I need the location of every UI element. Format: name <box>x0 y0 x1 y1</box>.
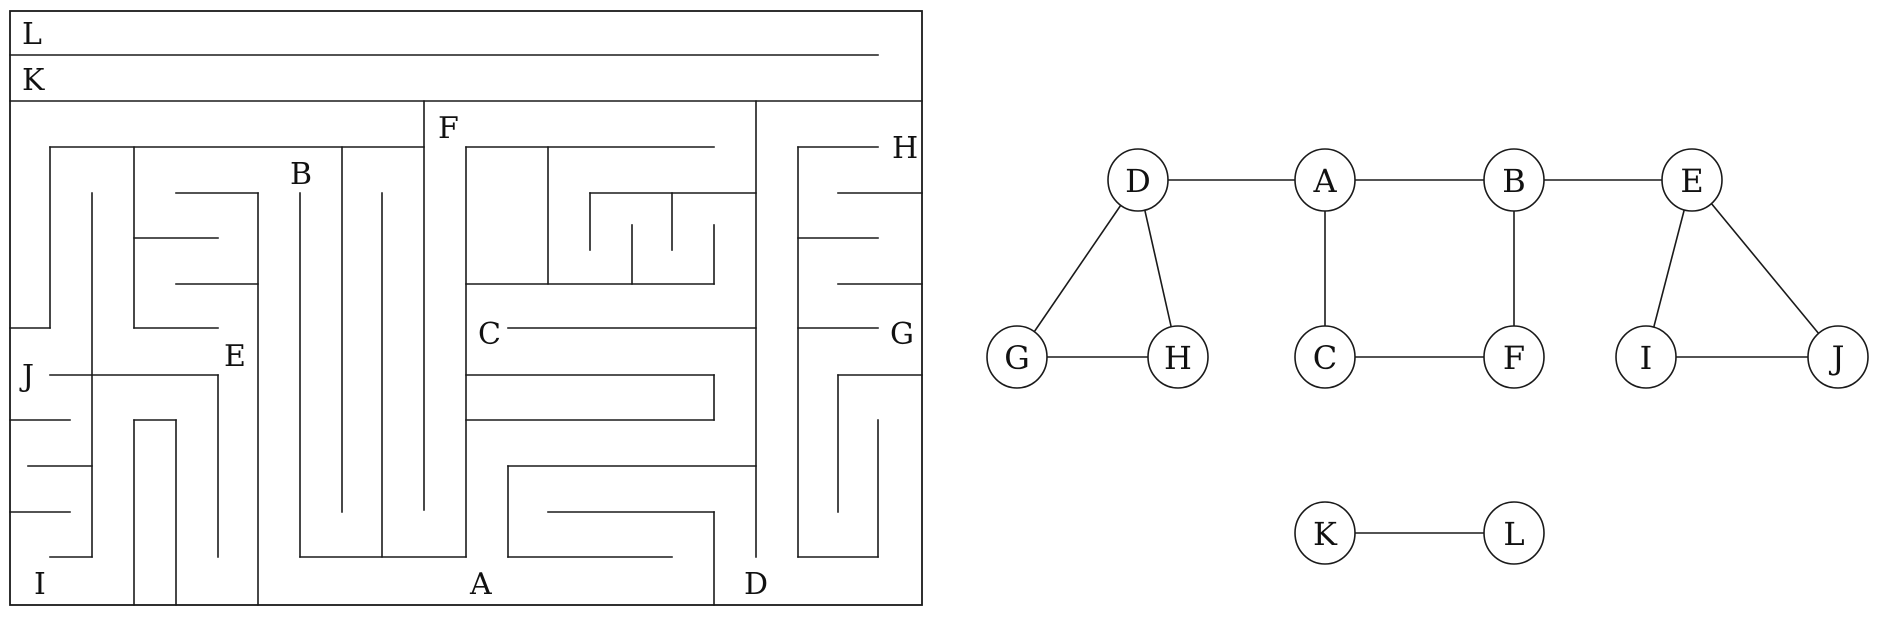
graph-node-g: G <box>986 325 1048 389</box>
graph-node-label: K <box>1313 515 1338 553</box>
graph-node-circle <box>1147 325 1209 389</box>
graph-node-circle <box>1483 501 1545 565</box>
maze-label-l: L <box>22 17 42 52</box>
graph-node-e: E <box>1661 148 1723 212</box>
maze-label-f: F <box>438 111 459 146</box>
graph-node-label: B <box>1502 162 1526 200</box>
graph-node-j: J <box>1807 325 1869 389</box>
graph-node-circle <box>1294 148 1356 212</box>
graph-node-circle <box>1294 325 1356 389</box>
graph-node-i: I <box>1615 325 1677 389</box>
maze-border <box>9 10 923 606</box>
graph-edges <box>1016 179 1839 534</box>
graph-node-label: H <box>1164 339 1192 377</box>
maze-label-c: C <box>478 317 501 352</box>
graph-node-label: F <box>1503 339 1525 377</box>
graph-edge-d-g <box>1016 179 1139 358</box>
graph: D A B E G H C F I J K L <box>986 148 1869 565</box>
maze-label-g: G <box>890 317 914 352</box>
graph-node-f: F <box>1483 325 1545 389</box>
maze-label-e: E <box>224 339 246 374</box>
graph-node-circle <box>1807 325 1869 389</box>
graph-node-label: L <box>1503 515 1524 553</box>
graph-node-d: D <box>1107 148 1169 212</box>
graph-node-circle <box>1294 501 1356 565</box>
graph-edge-e-j <box>1691 179 1839 358</box>
maze-label-i: I <box>34 567 46 602</box>
graph-node-circle <box>1107 148 1169 212</box>
graph-node-circle <box>1661 148 1723 212</box>
graph-node-a: A <box>1294 148 1356 212</box>
graph-node-circle <box>1483 325 1545 389</box>
graph-node-k: K <box>1294 501 1356 565</box>
maze-label-d: D <box>744 567 768 602</box>
graph-node-label: C <box>1313 339 1337 377</box>
graph-node-l: L <box>1483 501 1545 565</box>
maze-label-b: B <box>290 157 312 192</box>
graph-node-label: J <box>1829 339 1845 377</box>
graph-node-label: D <box>1125 162 1151 200</box>
graph-node-circle <box>1615 325 1677 389</box>
maze-label-a: A <box>469 567 492 602</box>
graph-node-label: I <box>1640 339 1653 377</box>
graph-node-b: B <box>1483 148 1545 212</box>
graph-nodes: D A B E G H C F I J K L <box>986 148 1869 565</box>
maze-label-h: H <box>892 131 918 166</box>
maze: L K F H B C G J E I A D <box>9 10 923 606</box>
graph-node-circle <box>986 325 1048 389</box>
maze-label-j: J <box>19 359 34 394</box>
graph-node-circle <box>1483 148 1545 212</box>
graph-node-label: A <box>1312 162 1337 200</box>
graph-node-label: E <box>1680 162 1703 200</box>
graph-node-h: H <box>1147 325 1209 389</box>
maze-label-k: K <box>22 63 45 98</box>
graph-node-c: C <box>1294 325 1356 389</box>
graph-node-label: G <box>1004 339 1030 377</box>
